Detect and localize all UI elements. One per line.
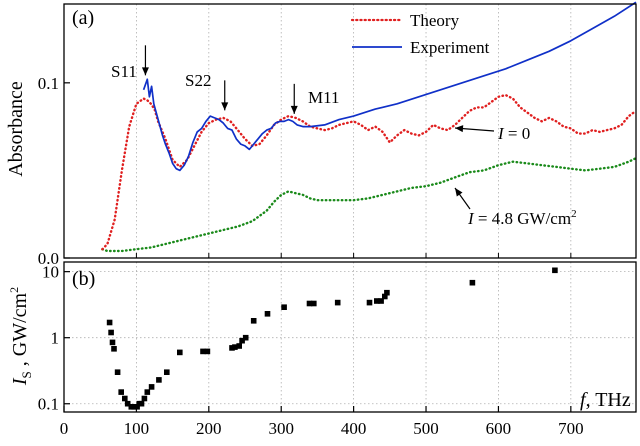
curve-label-i-high-sup: 2	[571, 208, 577, 220]
series-i-0-line	[101, 93, 638, 251]
panel-a: 0.00.1 (a) Absorbance Theory Experiment …	[5, 1, 638, 268]
annotation-arrow-s22	[221, 80, 229, 111]
saturation-point-8	[128, 404, 135, 410]
x-tick-label-0: 0	[60, 419, 69, 438]
annotation-s11: S11	[111, 62, 137, 81]
panel-b-y-axis-label-rest: , GW/cm	[9, 292, 31, 371]
curve-label-i-high-var: I	[467, 209, 475, 228]
saturation-point-35	[382, 293, 388, 300]
saturation-point-38	[552, 267, 558, 274]
saturation-point-33	[374, 298, 380, 304]
annotation-arrow-m11	[290, 83, 298, 114]
saturation-point-2	[109, 339, 116, 346]
panel-a-arrows	[141, 45, 495, 210]
saturation-point-17	[164, 369, 170, 375]
saturation-point-0	[106, 319, 113, 326]
panel-a-y-tick-label-0: 0.0	[38, 249, 59, 268]
saturation-point-10	[134, 404, 140, 410]
series-i-4-8-gw-cm2-line	[101, 156, 638, 253]
panel-b-y-tick-label-1: 1	[51, 329, 60, 348]
legend-label-theory: Theory	[410, 11, 460, 30]
panel-b-grid	[64, 262, 636, 412]
x-axis-ticks: 0 100 200 300 400 500 600 700	[60, 253, 584, 438]
x-tick-label-4: 400	[341, 419, 367, 438]
saturation-point-7	[124, 400, 131, 407]
saturation-point-31	[334, 299, 341, 306]
panel-b-y-axis-label-sup: 2	[7, 287, 21, 293]
panel-a-y-ticks: 0.0 0.1	[38, 74, 70, 268]
saturation-point-21	[229, 345, 235, 351]
saturation-point-6	[122, 395, 128, 402]
saturation-point-20	[204, 348, 211, 355]
saturation-point-23	[236, 343, 242, 349]
saturation-point-15	[148, 384, 155, 390]
saturation-point-36	[384, 289, 390, 296]
curve-label-i-high-arrow	[454, 187, 471, 210]
x-tick-label-7: 700	[558, 419, 584, 438]
panel-a-frame	[63, 3, 637, 259]
saturation-point-27	[264, 311, 271, 317]
curve-label-i-high-rest: = 4.8 GW/cm	[474, 209, 571, 228]
curve-label-i-zero-arrow	[454, 125, 495, 133]
panel-a-y-tick-label-1: 0.1	[38, 74, 59, 93]
annotation-arrow-s11	[141, 45, 149, 76]
panel-a-label: (a)	[72, 7, 94, 29]
saturation-point-9	[131, 404, 137, 410]
saturation-point-22	[232, 344, 238, 350]
x-axis-label-var: f	[580, 389, 588, 411]
saturation-point-18	[177, 349, 183, 356]
curve-label-i-zero-var: I	[497, 124, 505, 143]
saturation-point-4	[114, 369, 121, 375]
saturation-point-5	[118, 389, 124, 395]
series-experiment-line	[142, 1, 637, 172]
saturation-point-29	[306, 300, 313, 307]
saturation-point-16	[156, 377, 162, 383]
annotation-m11: M11	[308, 88, 340, 107]
panel-b: 0.1 1 10 0 100 200 300 400 500 600 700 (b) IS , G…	[7, 253, 637, 438]
panel-b-y-ticks: 0.1 1 10	[38, 263, 70, 414]
panel-b-y-tick-label-2: 10	[42, 263, 59, 282]
saturation-point-3	[111, 346, 117, 352]
panel-b-y-tick-label-0: 0.1	[38, 395, 59, 414]
saturation-point-19	[200, 348, 206, 355]
saturation-point-26	[250, 318, 257, 324]
saturation-point-32	[366, 299, 373, 306]
panel-b-series	[106, 267, 558, 410]
saturation-point-28	[281, 304, 287, 310]
panel-b-y-axis-label-var: I	[9, 377, 31, 386]
saturation-point-1	[108, 329, 114, 336]
curve-label-i-zero-rest: = 0	[504, 124, 531, 143]
panel-a-series	[101, 1, 638, 253]
annotation-s22: S22	[185, 71, 211, 90]
panel-b-label: (b)	[72, 268, 95, 290]
curve-label-i-high: I = 4.8 GW/cm2	[467, 208, 577, 228]
curve-label-i-zero: I = 0	[497, 124, 530, 143]
saturation-point-13	[141, 395, 148, 402]
x-tick-label-6: 600	[486, 419, 512, 438]
legend-label-experiment: Experiment	[410, 38, 490, 57]
panel-b-frame	[63, 261, 637, 413]
panel-a-y-axis-label: Absorbance	[5, 81, 27, 177]
saturation-point-24	[239, 337, 245, 344]
legend: Theory Experiment	[350, 11, 490, 57]
x-axis-label-rest: , THz	[586, 389, 631, 411]
saturation-point-14	[144, 389, 151, 395]
saturation-point-12	[138, 400, 145, 407]
saturation-point-34	[378, 298, 384, 304]
x-tick-label-2: 200	[196, 419, 222, 438]
saturation-point-37	[469, 279, 476, 286]
saturation-point-25	[242, 334, 249, 341]
saturation-point-30	[311, 300, 317, 307]
x-axis-label: f, THz	[580, 389, 631, 411]
panel-b-y-axis-label-sub: S	[19, 371, 34, 378]
x-tick-label-1: 100	[124, 419, 150, 438]
panel-b-y-axis-label: IS , GW/cm2	[7, 287, 34, 386]
x-tick-label-3: 300	[268, 419, 294, 438]
x-tick-label-5: 500	[413, 419, 439, 438]
